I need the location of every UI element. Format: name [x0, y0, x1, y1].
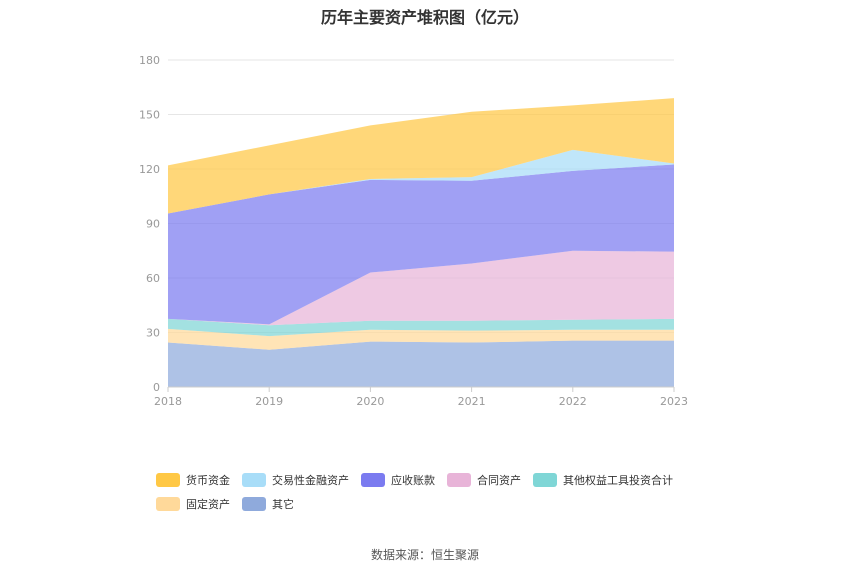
- legend-label: 货币资金: [186, 474, 230, 487]
- legend-label: 其它: [272, 498, 294, 511]
- legend-item-receivables[interactable]: 应收账款: [361, 472, 435, 488]
- area-series-band: [168, 318, 674, 337]
- chart-title: 历年主要资产堆积图（亿元）: [320, 8, 529, 27]
- legend-item-fixed-assets[interactable]: 固定资产: [156, 496, 230, 512]
- area-series-band: [168, 98, 674, 214]
- legend-item-other[interactable]: 其它: [242, 496, 294, 512]
- y-tick-label: 180: [139, 54, 160, 67]
- legend-swatch: [156, 497, 180, 511]
- x-tick-label: 2018: [154, 395, 182, 408]
- area-series-band: [168, 149, 674, 214]
- legend-item-cash[interactable]: 货币资金: [156, 472, 230, 488]
- area-series-band: [168, 340, 674, 387]
- legend-swatch: [447, 473, 471, 487]
- legend-label: 其他权益工具投资合计: [563, 474, 673, 487]
- x-tick-label: 2022: [559, 395, 587, 408]
- legend-label: 合同资产: [477, 474, 521, 487]
- legend-item-trading-assets[interactable]: 交易性金融资产: [242, 472, 349, 488]
- area-series: [168, 98, 674, 387]
- x-tick-label: 2023: [660, 395, 688, 408]
- y-tick-label: 0: [153, 381, 160, 394]
- legend-swatch: [242, 497, 266, 511]
- y-tick-label: 90: [146, 218, 160, 231]
- x-tick-label: 2020: [356, 395, 384, 408]
- y-tick-label: 150: [139, 109, 160, 122]
- legend-label: 应收账款: [391, 474, 435, 487]
- legend-swatch: [156, 473, 180, 487]
- area-series-band: [168, 164, 674, 325]
- legend-swatch: [242, 473, 266, 487]
- legend-item-contract-assets[interactable]: 合同资产: [447, 472, 521, 488]
- legend-item-equity-investments[interactable]: 其他权益工具投资合计: [533, 472, 673, 488]
- legend-swatch: [361, 473, 385, 487]
- legend-label: 交易性金融资产: [272, 474, 349, 487]
- axes: 0 30 60 90 120 150 180 2018 2019 2020 2021 2022 2023: [139, 54, 688, 408]
- x-tick-label: 2019: [255, 395, 283, 408]
- legend: 货币资金 交易性金融资产 应收账款 合同资产 其他权益工具投资合计 固定资产 其…: [156, 472, 756, 512]
- legend-label: 固定资产: [186, 498, 230, 511]
- area-series-band: [168, 250, 674, 326]
- y-tick-label: 30: [146, 327, 160, 340]
- area-series-band: [168, 328, 674, 350]
- y-tick-label: 60: [146, 272, 160, 285]
- x-tick-label: 2021: [458, 395, 486, 408]
- data-source: 数据来源：恒生聚源: [370, 548, 479, 562]
- legend-swatch: [533, 473, 557, 487]
- y-tick-label: 120: [139, 163, 160, 176]
